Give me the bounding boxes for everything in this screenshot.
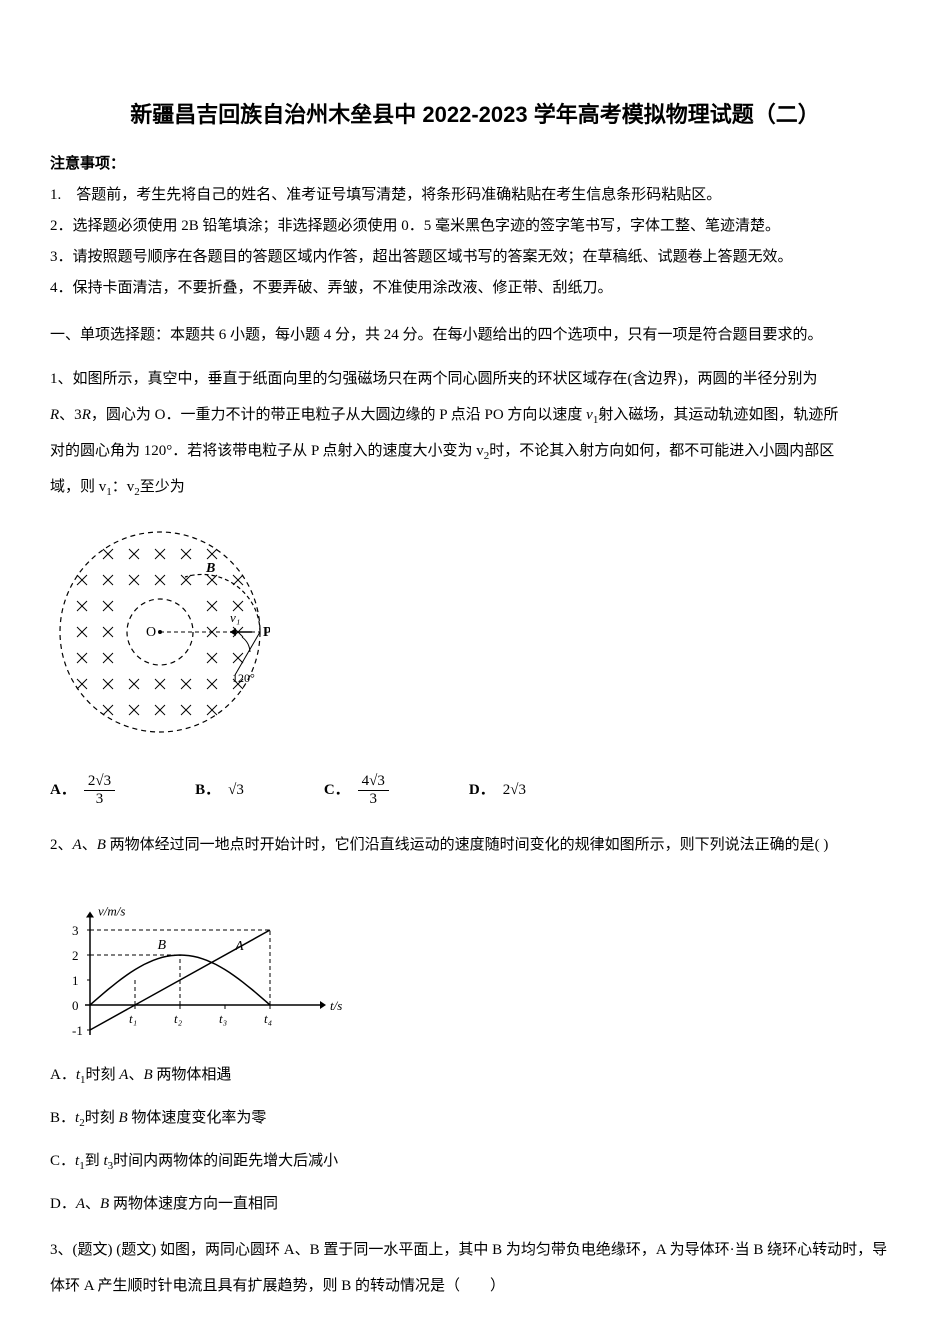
notice-item-2: 2．选择题必须使用 2B 铅笔填涂；非选择题必须使用 0．5 毫米黑色字迹的签字… [50, 213, 900, 240]
q2-figure: v/m/s t/s -1 0 1 2 3 t₁ t₂ t₃ t₄ A B [50, 875, 900, 1046]
svg-text:t/s: t/s [330, 998, 342, 1013]
notice-item-1: 1. 答题前，考生先将自己的姓名、准考证号填写清楚，将条形码准确粘贴在考生信息条… [50, 182, 900, 209]
q1-figure: O Pv₁ B 120° [50, 517, 900, 758]
svg-text:O: O [146, 625, 156, 640]
q1-choice-d: D． 2√3 [469, 777, 526, 804]
svg-text:-1: -1 [72, 1023, 83, 1035]
q1-choice-b: B． √3 [195, 777, 244, 804]
svg-text:t₄: t₄ [264, 1011, 273, 1026]
q1-choices: A． 2√3 3 B． √3 C． 4√3 3 D． 2√3 [50, 773, 900, 807]
notice-header: 注意事项： [50, 151, 900, 178]
svg-text:t₁: t₁ [129, 1011, 137, 1026]
exam-title: 新疆昌吉回族自治州木垒县中 2022-2023 学年高考模拟物理试题（二） [50, 95, 900, 135]
question-2: 2、A、B 两物体经过同一地点时开始计时，它们沿直线运动的速度随时间变化的规律如… [50, 827, 900, 863]
svg-text:A: A [234, 939, 244, 954]
question-3: 3、(题文) (题文) 如图，两同心圆环 A、B 置于同一水平面上，其中 B 为… [50, 1232, 900, 1304]
section-1-header: 一、单项选择题：本题共 6 小题，每小题 4 分，共 24 分。在每小题给出的四… [50, 322, 900, 349]
svg-text:P: P [263, 625, 270, 640]
svg-text:t₃: t₃ [219, 1011, 227, 1026]
question-1: 1、如图所示，真空中，垂直于纸面向里的匀强磁场只在两个同心圆所夹的环状区域存在(… [50, 361, 900, 505]
notice-item-4: 4．保持卡面清洁，不要折叠，不要弄破、弄皱，不准使用涂改液、修正带、刮纸刀。 [50, 275, 900, 302]
svg-text:2: 2 [72, 948, 79, 963]
svg-text:3: 3 [72, 923, 79, 938]
svg-text:B: B [205, 561, 215, 576]
q1-text-2: R、3R，圆心为 O．一重力不计的带正电粒子从大圆边缘的 P 点沿 PO 方向以… [50, 407, 838, 423]
q2-option-c: C．t1到 t3时间内两物体的间距先增大后减小 [50, 1148, 900, 1177]
svg-text:1: 1 [72, 973, 79, 988]
q1-text-3: 对的圆心角为 120°．若将该带电粒子从 P 点射入的速度大小变为 v2时，不论… [50, 443, 834, 459]
svg-text:B: B [158, 938, 167, 953]
q3-text: 3、(题文) (题文) 如图，两同心圆环 A、B 置于同一水平面上，其中 B 为… [50, 1242, 887, 1294]
svg-text:t₂: t₂ [174, 1011, 183, 1026]
svg-text:120°: 120° [232, 671, 255, 685]
notice-item-3: 3．请按照题号顺序在各题目的答题区域内作答，超出答题区域书写的答案无效；在草稿纸… [50, 244, 900, 271]
q2-option-a: A．t1时刻 A、B 两物体相遇 [50, 1062, 900, 1091]
q1-choice-a: A． 2√3 3 [50, 773, 115, 807]
q1-choice-c: C． 4√3 3 [324, 773, 389, 807]
q2-text: 2、A、B 两物体经过同一地点时开始计时，它们沿直线运动的速度随时间变化的规律如… [50, 837, 828, 853]
q2-option-d: D．A、B 两物体速度方向一直相同 [50, 1191, 900, 1218]
q2-options: A．t1时刻 A、B 两物体相遇 B．t2时刻 B 物体速度变化率为零 C．t1… [50, 1062, 900, 1217]
q1-text-1: 1、如图所示，真空中，垂直于纸面向里的匀强磁场只在两个同心圆所夹的环状区域存在(… [50, 371, 818, 387]
q1-text-4: 域，则 v1：v2至少为 [50, 479, 185, 495]
q2-option-b: B．t2时刻 B 物体速度变化率为零 [50, 1105, 900, 1134]
svg-text:v/m/s: v/m/s [98, 904, 125, 919]
svg-text:0: 0 [72, 998, 79, 1013]
svg-text:v₁: v₁ [230, 610, 240, 625]
